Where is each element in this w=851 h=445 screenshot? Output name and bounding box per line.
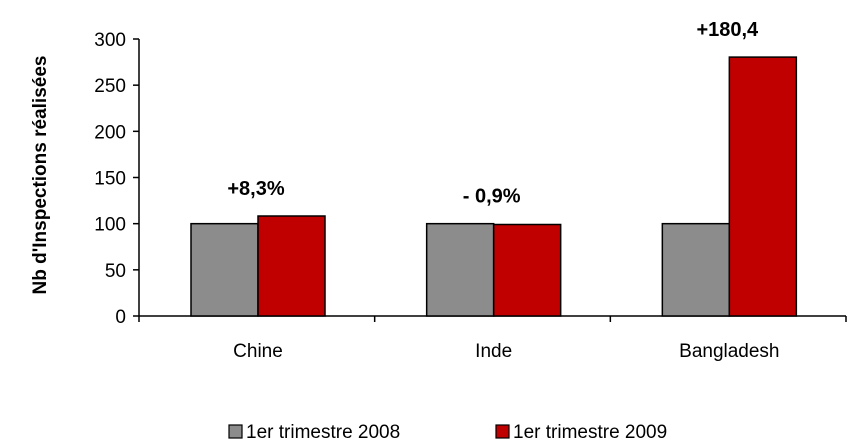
x-tick-label: Chine xyxy=(233,341,283,362)
y-tick-label: 300 xyxy=(94,30,126,51)
axes: 0 50 100 150 200 250 300 Chine Inde Bangladesh xyxy=(94,30,847,362)
legend-swatch xyxy=(228,424,243,439)
y-tick-label: 250 xyxy=(94,76,126,97)
change-annotation: - 0,9% xyxy=(463,186,521,208)
bar-2009-bangladesh xyxy=(728,56,798,317)
change-annotation: +8,3% xyxy=(227,178,284,200)
x-tick-label: Inde xyxy=(475,341,512,362)
y-tick-label: 200 xyxy=(94,122,126,143)
bar-2009-chine xyxy=(257,215,326,317)
legend-label: 1er trimestre 2008 xyxy=(246,422,400,443)
annotations: +8,3% - 0,9% +180,4 xyxy=(227,19,759,208)
legend: 1er trimestre 2008 1er trimestre 2009 xyxy=(228,422,667,443)
bar-2008-chine xyxy=(190,222,259,317)
change-annotation: +180,4 xyxy=(696,19,759,41)
y-tick-label: 150 xyxy=(94,169,126,190)
y-tick-label: 100 xyxy=(94,215,126,236)
y-axis-label: Nb d'Inspections réalisées xyxy=(30,56,51,295)
bar-2008-bangladesh xyxy=(661,222,731,317)
y-tick-label: 50 xyxy=(105,261,126,282)
x-tick-label: Bangladesh xyxy=(679,341,779,362)
bars xyxy=(190,56,798,317)
y-tick-label: 0 xyxy=(115,307,126,328)
bar-2009-inde xyxy=(492,223,562,317)
legend-label: 1er trimestre 2009 xyxy=(513,422,667,443)
bar-2008-inde xyxy=(425,222,495,317)
legend-swatch xyxy=(495,424,510,439)
